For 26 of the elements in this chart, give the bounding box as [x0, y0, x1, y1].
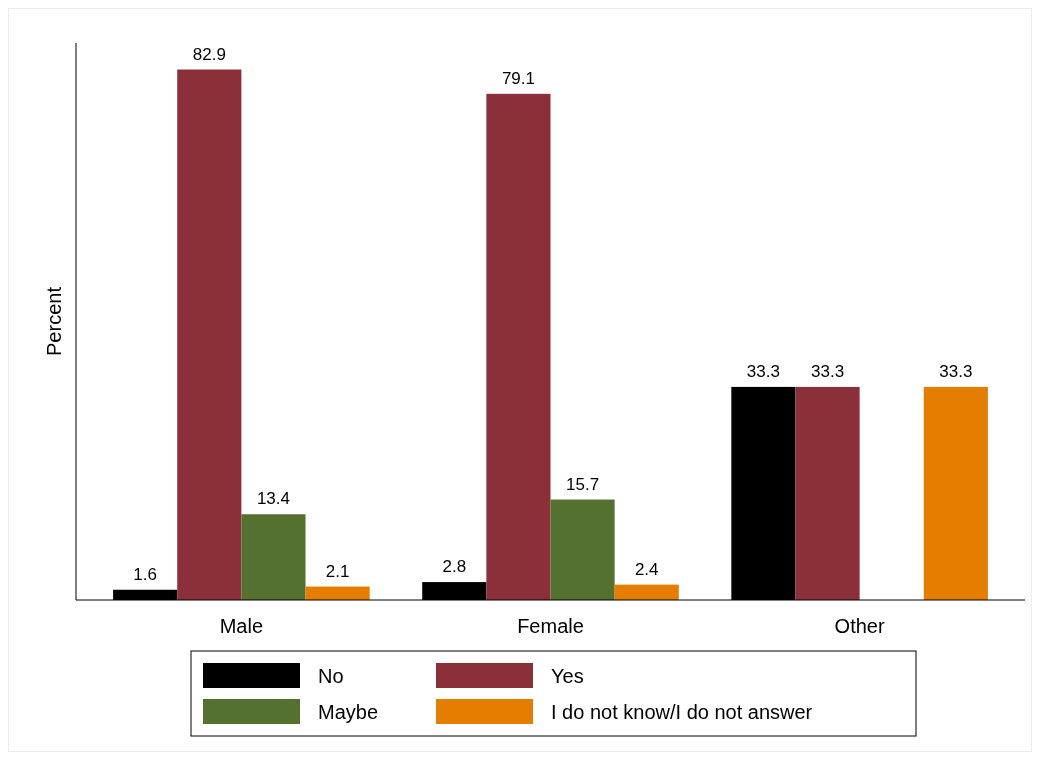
data-label: 2.4: [634, 559, 659, 579]
bar: [550, 499, 615, 600]
x-tick-label: Other: [834, 615, 885, 637]
data-label: 33.3: [811, 361, 845, 381]
data-label: 33.3: [746, 361, 780, 381]
legend-label: No: [318, 665, 344, 687]
x-tick-label: Male: [219, 615, 264, 637]
bar: [614, 584, 679, 600]
data-label: 13.4: [256, 489, 290, 509]
data-label: 15.7: [566, 474, 600, 494]
data-label: 79.1: [501, 68, 535, 88]
bar: [177, 69, 242, 600]
legend-label: Yes: [551, 665, 584, 687]
data-label: 2.8: [442, 557, 467, 577]
data-label: 2.1: [325, 561, 350, 581]
data-label: 82.9: [192, 44, 226, 64]
data-label: 1.6: [133, 564, 157, 584]
legend-label: Maybe: [318, 701, 379, 723]
legend-label: I do not know/I do not answer: [551, 701, 813, 723]
bar: [795, 386, 860, 600]
data-label: 33.3: [939, 361, 973, 381]
bar: [241, 514, 306, 600]
bar: [486, 93, 551, 600]
x-tick-label: Female: [517, 615, 584, 637]
y-axis-title: Percent: [43, 286, 65, 356]
bar: [923, 386, 988, 600]
